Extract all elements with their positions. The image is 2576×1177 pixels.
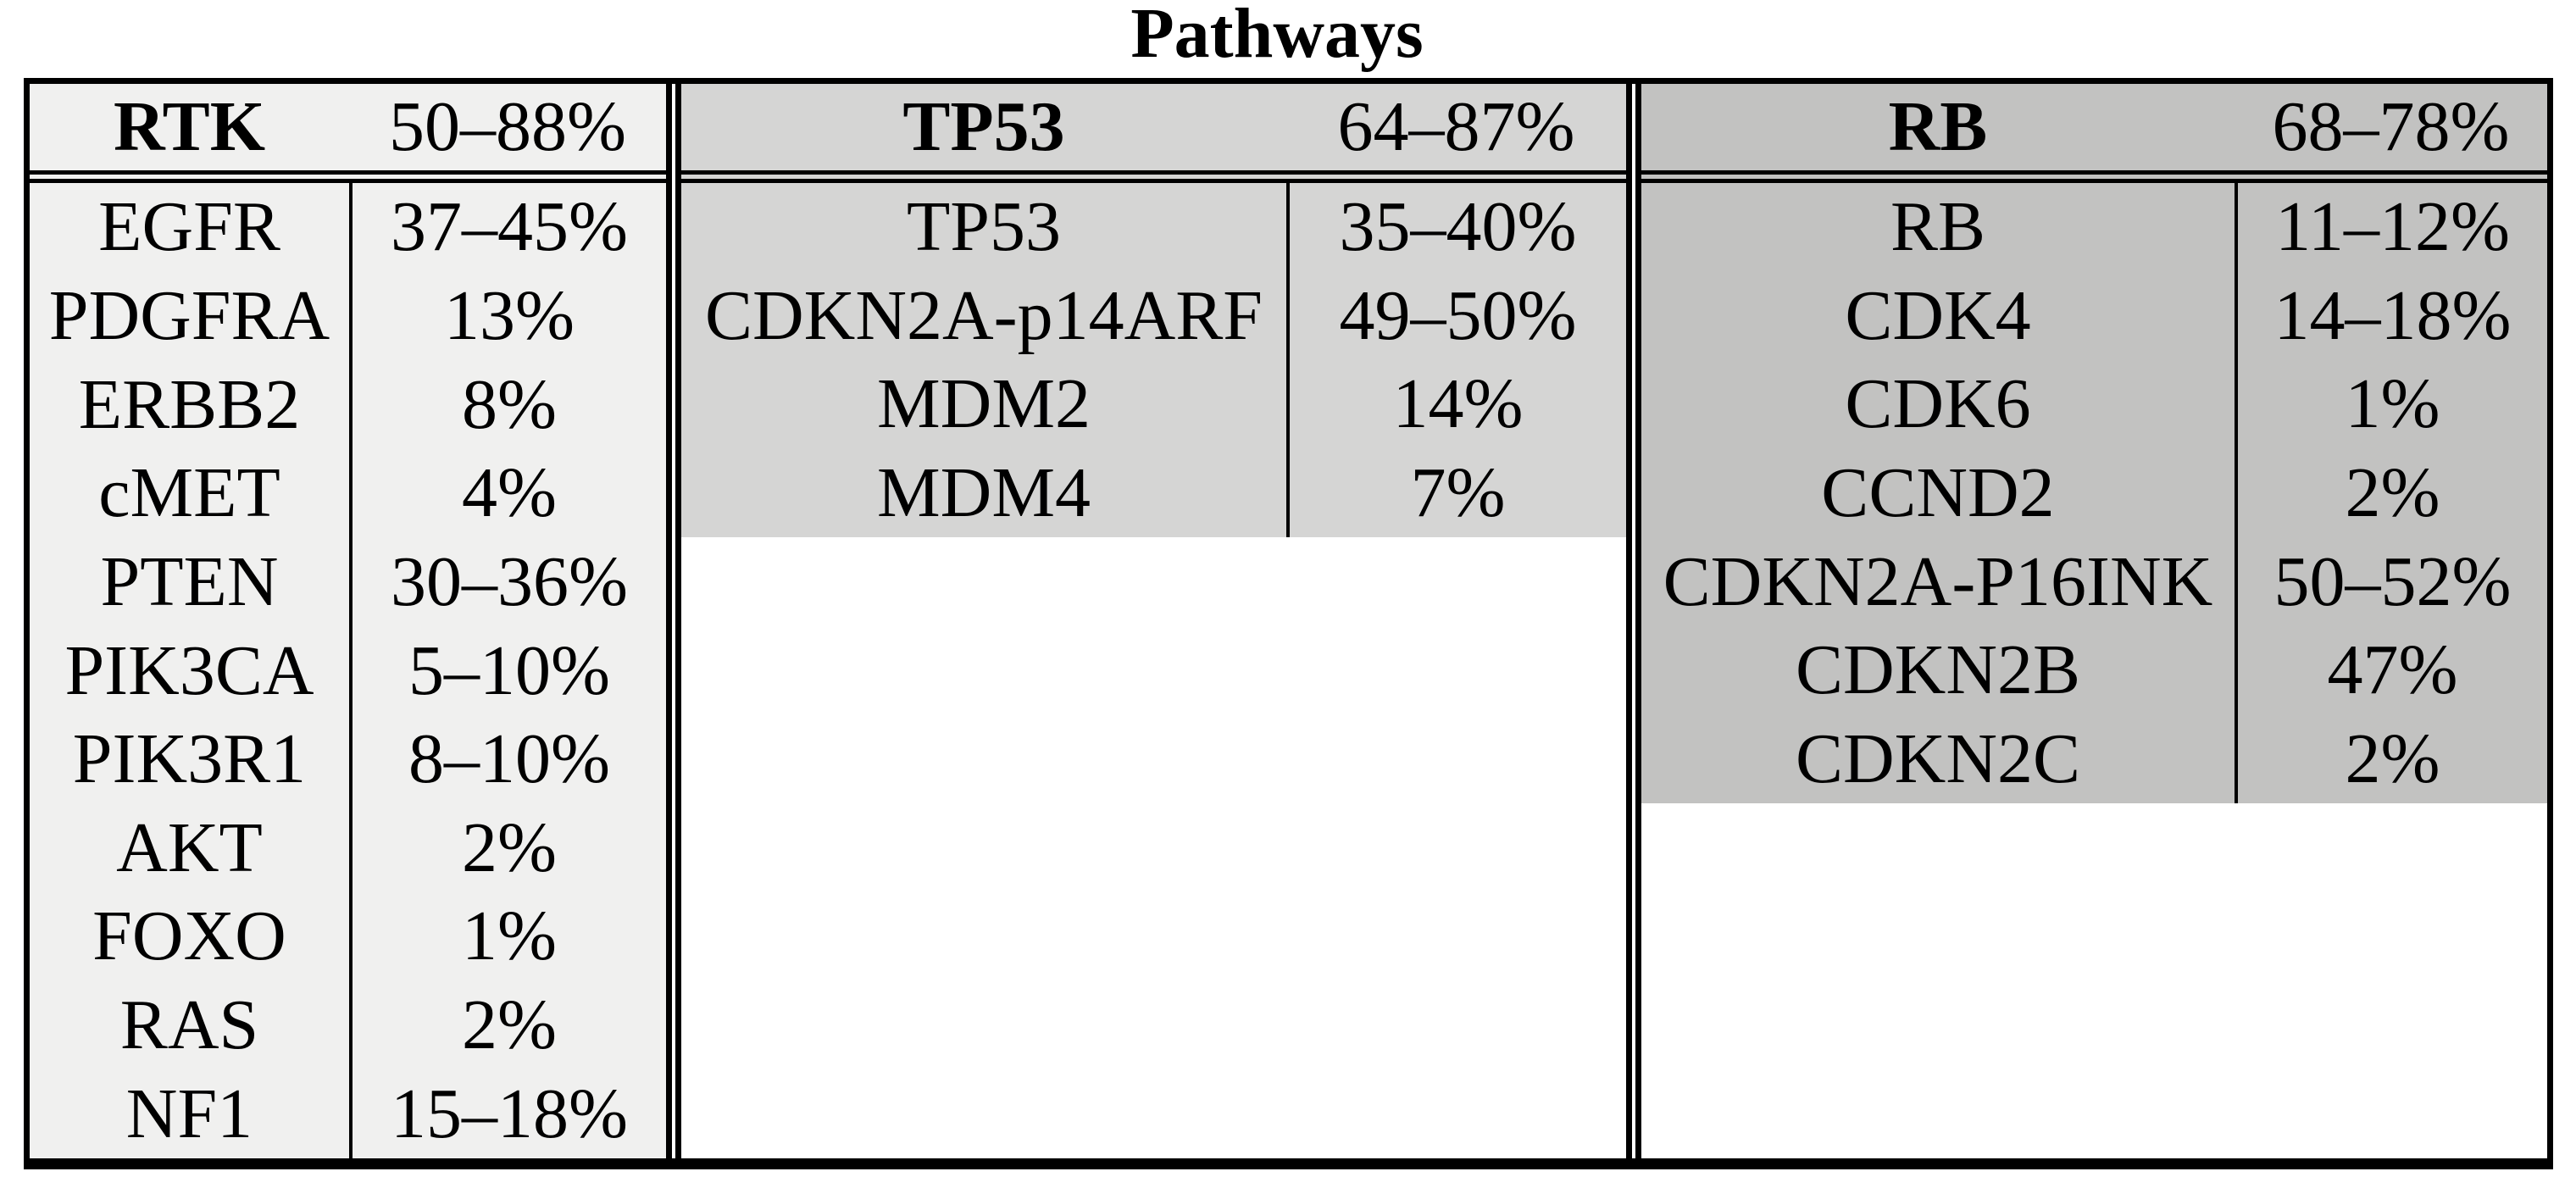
- percent-cell: 2%: [462, 985, 557, 1065]
- percent-cell: 8%: [462, 364, 557, 444]
- percent-cell: 11–12%: [2275, 187, 2510, 267]
- gene-column: EGFR PDGFRA ERBB2 cMET PTEN PIK3CA PIK3R1 AKT FO…: [30, 183, 349, 1158]
- percent-cell: 1%: [462, 897, 557, 976]
- gene-cell: CDKN2B: [1795, 630, 2081, 710]
- percent-cell: 4%: [462, 453, 557, 533]
- gene-cell: MDM4: [876, 453, 1091, 533]
- percent-cell: 14%: [1392, 364, 1524, 444]
- pathway-name: TP53: [902, 87, 1065, 166]
- pathway-name: RTK: [113, 87, 266, 166]
- gene-cell: FOXO: [92, 897, 286, 976]
- gene-cell: cMET: [98, 453, 280, 533]
- gene-cell: EGFR: [98, 187, 280, 267]
- gene-cell: CDK4: [1845, 275, 2031, 355]
- group-header-rb: RB 68–78%: [1641, 84, 2547, 183]
- group-header-tp53: TP53 64–87%: [681, 84, 1626, 183]
- percent-cell: 30–36%: [391, 541, 628, 621]
- pathway-group-tp53: TP53 64–87% TP53 CDKN2A-p14ARF MDM2 MDM4 35…: [681, 84, 1626, 1158]
- percent-cell: 35–40%: [1339, 187, 1577, 267]
- percent-cell: 37–45%: [391, 187, 628, 267]
- gene-cell: CDK6: [1845, 364, 2031, 444]
- pathways-table: RTK 50–88% EGFR PDGFRA ERBB2 cMET PTEN PIK3CA…: [24, 78, 2553, 1169]
- percent-cell: 47%: [2327, 630, 2458, 710]
- percent-cell: 13%: [444, 275, 575, 355]
- percent-column: 35–40% 49–50% 14% 7%: [1286, 183, 1626, 538]
- gene-column: TP53 CDKN2A-p14ARF MDM2 MDM4: [681, 183, 1286, 537]
- gene-cell: PTEN: [100, 541, 279, 621]
- percent-cell: 49–50%: [1339, 275, 1577, 355]
- percent-cell: 2%: [462, 808, 557, 887]
- gene-cell: CDKN2C: [1795, 719, 2081, 798]
- group-body-rtk: EGFR PDGFRA ERBB2 cMET PTEN PIK3CA PIK3R1 AKT FO…: [30, 183, 666, 1158]
- gene-cell: PDGFRA: [48, 275, 330, 355]
- pathway-range: 50–88%: [389, 87, 626, 166]
- gene-cell: TP53: [906, 187, 1062, 267]
- percent-column: 37–45% 13% 8% 4% 30–36% 5–10% 8–10% 2% 1% 2% 15–18…: [349, 183, 666, 1158]
- percent-cell: 7%: [1410, 453, 1506, 533]
- gene-cell: CDKN2A-P16INK: [1663, 541, 2213, 621]
- percent-cell: 14–18%: [2273, 275, 2512, 355]
- gene-cell: NF1: [125, 1074, 253, 1153]
- group-separator: [666, 84, 681, 1158]
- pathway-group-rtk: RTK 50–88% EGFR PDGFRA ERBB2 cMET PTEN PIK3CA…: [30, 84, 666, 1158]
- gene-cell: PIK3CA: [64, 630, 314, 710]
- pathway-range: 68–78%: [2272, 87, 2510, 166]
- percent-column: 11–12% 14–18% 1% 2% 50–52% 47% 2%: [2235, 183, 2547, 804]
- percent-cell: 5–10%: [408, 630, 610, 710]
- gene-column: RB CDK4 CDK6 CCND2 CDKN2A-P16INK CDKN2B CDKN2C: [1641, 183, 2235, 803]
- gene-cell: MDM2: [876, 364, 1091, 444]
- percent-cell: 50–52%: [2273, 541, 2512, 621]
- figure-title: Pathways: [1130, 0, 1424, 73]
- pathway-name: RB: [1888, 87, 1988, 166]
- percent-cell: 8–10%: [408, 719, 610, 799]
- percent-cell: 15–18%: [391, 1074, 628, 1153]
- group-separator: [1626, 84, 1641, 1158]
- percent-cell: 1%: [2345, 364, 2440, 444]
- empty-area: [681, 537, 1626, 1158]
- group-body-tp53: TP53 CDKN2A-p14ARF MDM2 MDM4 35–40% 49–50% 14…: [681, 183, 1626, 538]
- pathway-group-rb: RB 68–78% RB CDK4 CDK6 CCND2 CDKN2A-P16INK CD…: [1641, 84, 2547, 1158]
- gene-cell: ERBB2: [78, 364, 301, 444]
- gene-cell: AKT: [116, 808, 263, 887]
- empty-area: [1641, 803, 2547, 1158]
- group-header-rtk: RTK 50–88%: [30, 84, 666, 183]
- gene-cell: CDKN2A-p14ARF: [704, 275, 1263, 355]
- group-body-rb: RB CDK4 CDK6 CCND2 CDKN2A-P16INK CDKN2B CDKN2C…: [1641, 183, 2547, 804]
- gene-cell: PIK3R1: [72, 719, 307, 799]
- pathway-range: 64–87%: [1337, 87, 1575, 166]
- gene-cell: RAS: [119, 985, 259, 1065]
- gene-cell: RB: [1890, 187, 1986, 267]
- gene-cell: CCND2: [1821, 453, 2055, 533]
- percent-cell: 2%: [2345, 719, 2440, 798]
- percent-cell: 2%: [2345, 453, 2440, 533]
